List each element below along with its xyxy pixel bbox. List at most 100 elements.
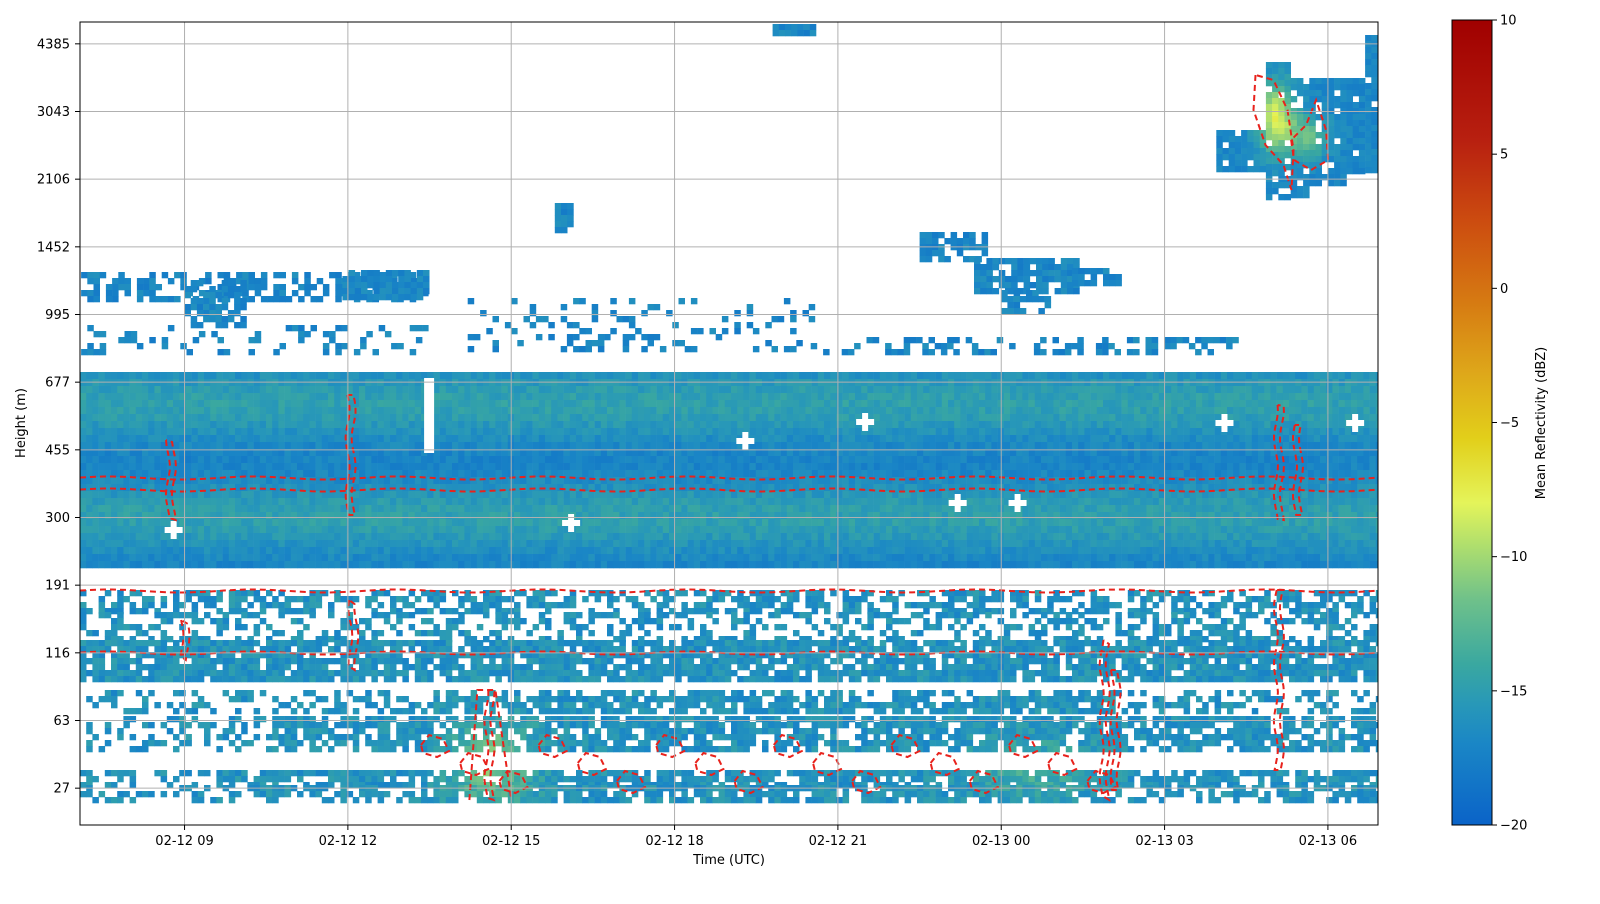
reflectivity-cell [98, 470, 106, 478]
reflectivity-cell [402, 435, 409, 443]
reflectivity-cell [687, 407, 695, 415]
reflectivity-cell [898, 442, 905, 450]
reflectivity-cell [458, 554, 465, 562]
reflectivity-cell [160, 554, 168, 562]
reflectivity-cell [1171, 428, 1178, 436]
reflectivity-cell [241, 442, 248, 450]
reflectivity-cell [210, 435, 217, 443]
reflectivity-cell [830, 400, 837, 408]
reflectivity-cell [303, 470, 310, 478]
reflectivity-cell [197, 512, 205, 520]
reflectivity-cell [458, 435, 465, 443]
reflectivity-cell [687, 561, 695, 569]
reflectivity-cell [284, 414, 292, 422]
reflectivity-cell [210, 561, 217, 569]
reflectivity-cell [985, 519, 992, 527]
reflectivity-cell [669, 407, 676, 415]
reflectivity-cell [861, 463, 868, 471]
reflectivity-cell [371, 393, 378, 401]
reflectivity-cell [1010, 554, 1017, 562]
reflectivity-cell [476, 484, 484, 492]
reflectivity-cell [532, 407, 540, 415]
reflectivity-cell [768, 421, 775, 429]
reflectivity-cell [923, 512, 930, 520]
reflectivity-cell [526, 435, 533, 443]
reflectivity-cell [700, 386, 707, 394]
reflectivity-cell [340, 533, 347, 541]
reflectivity-cell [514, 428, 521, 436]
reflectivity-cell [371, 554, 378, 562]
reflectivity-cell [204, 505, 211, 513]
reflectivity-cell [948, 512, 955, 520]
reflectivity-cell [185, 519, 192, 527]
reflectivity-cell [383, 463, 391, 471]
reflectivity-cell [799, 456, 806, 464]
reflectivity-cell [526, 463, 533, 471]
reflectivity-cell [1140, 442, 1147, 450]
reflectivity-cell [1034, 498, 1042, 506]
reflectivity-cell [98, 498, 106, 506]
reflectivity-cell [861, 393, 868, 401]
reflectivity-cell [259, 477, 267, 485]
reflectivity-cell [551, 456, 558, 464]
reflectivity-cell [1140, 547, 1147, 555]
reflectivity-cell [1010, 463, 1017, 471]
reflectivity-cell [644, 547, 651, 555]
reflectivity-cell [532, 456, 540, 464]
reflectivity-cell [148, 372, 155, 380]
reflectivity-cell [470, 484, 478, 492]
reflectivity-cell [669, 477, 676, 485]
reflectivity-cell [966, 547, 974, 555]
reflectivity-cell [1183, 421, 1191, 429]
reflectivity-cell [650, 435, 657, 443]
reflectivity-cell [619, 477, 626, 485]
reflectivity-cell [625, 435, 633, 443]
reflectivity-cell [991, 533, 998, 541]
reflectivity-cell [675, 470, 682, 478]
reflectivity-cell [1003, 400, 1011, 408]
reflectivity-cell [346, 386, 354, 394]
reflectivity-cell [272, 533, 279, 541]
reflectivity-cell [631, 414, 639, 422]
reflectivity-cell [662, 561, 670, 569]
reflectivity-cell [619, 442, 626, 450]
reflectivity-cell [892, 484, 899, 492]
reflectivity-cell [545, 477, 552, 485]
reflectivity-cell [700, 435, 707, 443]
reflectivity-cell [135, 561, 143, 569]
reflectivity-cell [179, 470, 186, 478]
reflectivity-cell [954, 456, 961, 464]
reflectivity-cell [390, 442, 397, 450]
reflectivity-cell [352, 372, 360, 380]
reflectivity-cell [1047, 442, 1054, 450]
reflectivity-cell [855, 428, 862, 436]
reflectivity-cell [377, 540, 385, 548]
reflectivity-cell [972, 533, 980, 541]
reflectivity-cell [433, 428, 440, 436]
reflectivity-cell [948, 470, 955, 478]
reflectivity-cell [1003, 519, 1011, 527]
reflectivity-cell [359, 512, 366, 520]
reflectivity-cell [334, 456, 341, 464]
reflectivity-cell [1090, 533, 1098, 541]
reflectivity-cell [383, 470, 391, 478]
reflectivity-cell [204, 393, 211, 401]
reflectivity-cell [892, 372, 899, 380]
reflectivity-cell [80, 449, 87, 457]
reflectivity-cell [173, 477, 180, 485]
reflectivity-cell [427, 372, 434, 380]
reflectivity-cell [396, 484, 403, 492]
reflectivity-cell [625, 547, 633, 555]
reflectivity-cell [166, 484, 174, 492]
reflectivity-cell [867, 393, 874, 401]
reflectivity-cell [197, 561, 205, 569]
reflectivity-cell [452, 491, 459, 499]
reflectivity-cell [1053, 463, 1060, 471]
reflectivity-cell [867, 519, 874, 527]
reflectivity-cell [284, 435, 292, 443]
reflectivity-cell [669, 393, 676, 401]
reflectivity-cell [985, 505, 992, 513]
reflectivity-cell [985, 470, 992, 478]
reflectivity-cell [557, 400, 564, 408]
reflectivity-cell [737, 498, 744, 506]
